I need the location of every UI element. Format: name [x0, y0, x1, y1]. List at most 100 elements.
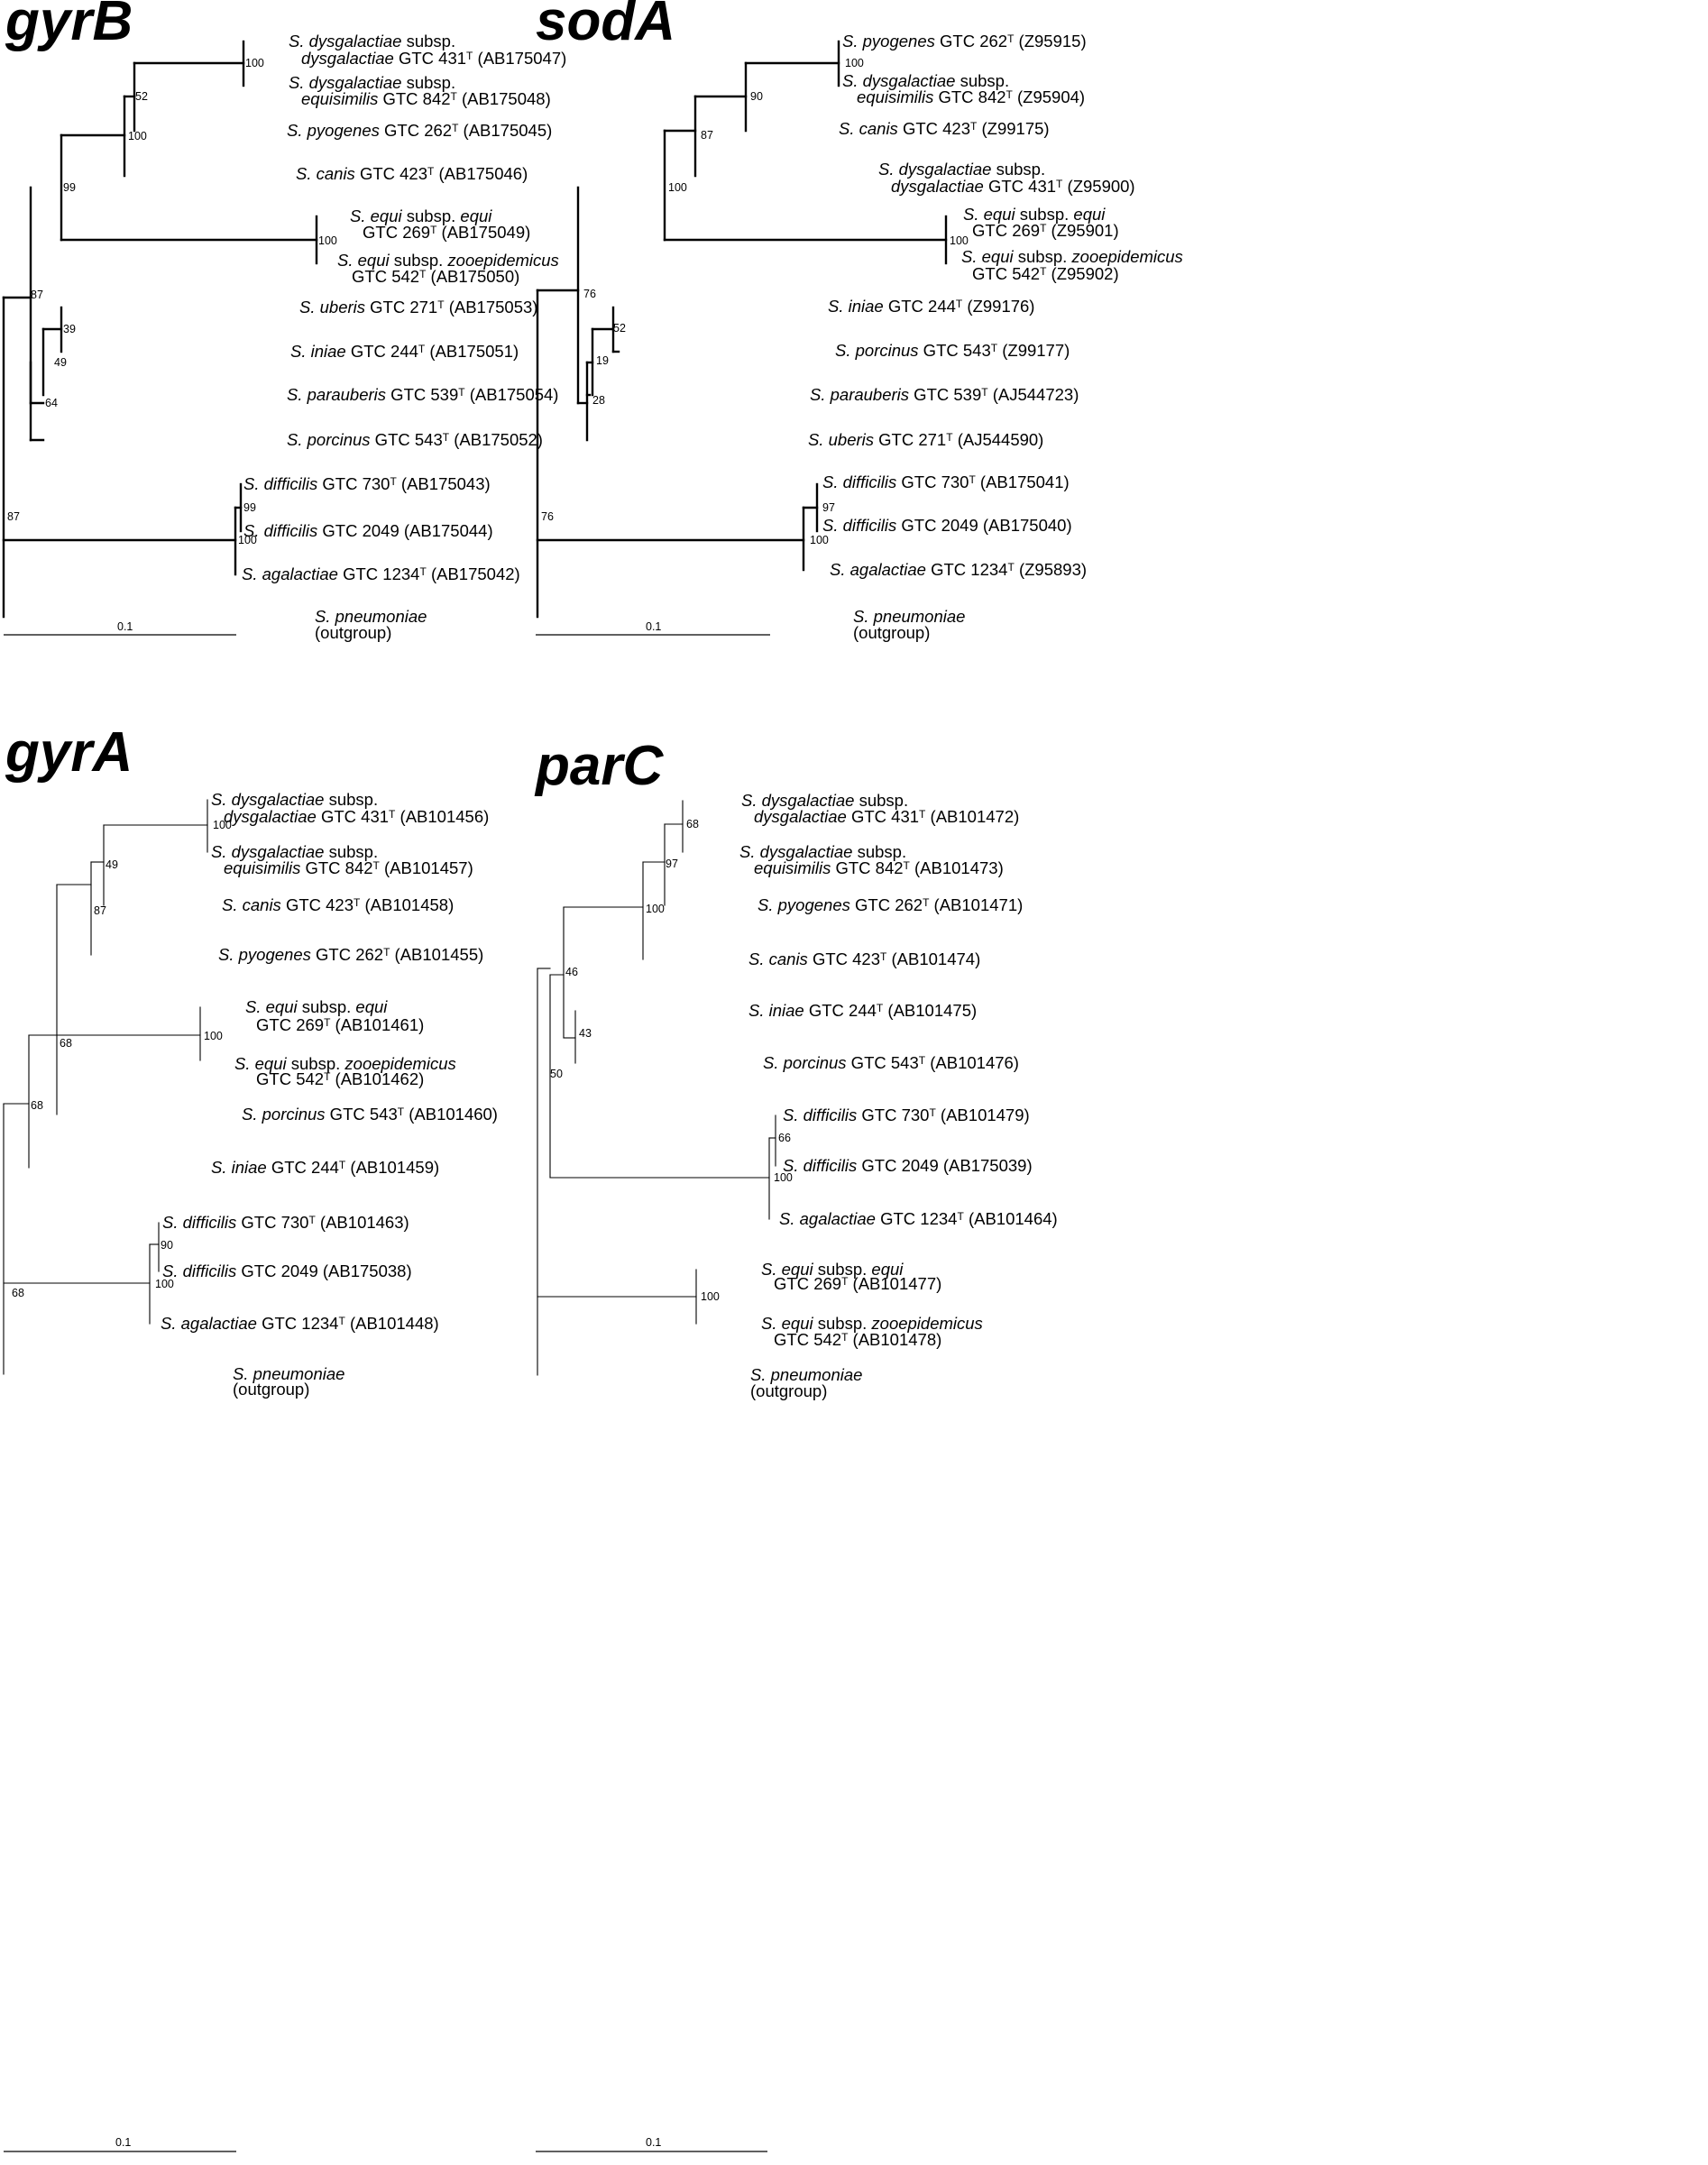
- taxon-label-line2: GTC 269T (AB101461): [256, 1015, 424, 1034]
- bootstrap-value: 100: [155, 1278, 174, 1290]
- bootstrap-value: 49: [106, 858, 118, 871]
- bootstrap-value: 100: [245, 57, 264, 69]
- taxon-label: S. agalactiae GTC 1234T (Z95893): [830, 560, 1087, 579]
- taxon-label-line2: GTC 542T (AB101478): [774, 1330, 941, 1349]
- taxon-label: S. porcinus GTC 543T (AB175052): [287, 430, 543, 449]
- taxon-label: S. equi subsp. equi: [963, 205, 1106, 224]
- bootstrap-value: 100: [646, 903, 665, 915]
- taxon-label: S. equi subsp. zooepidemicus: [337, 251, 559, 270]
- taxon-label-line2: equisimilis GTC 842T (AB175048): [301, 89, 551, 108]
- bootstrap-value: 50: [550, 1068, 563, 1080]
- taxon-label-line2: GTC 542T (Z95902): [972, 264, 1119, 283]
- bootstrap-value: 66: [778, 1132, 791, 1144]
- bootstrap-value: 100: [701, 1290, 720, 1303]
- bootstrap-value: 99: [63, 181, 76, 194]
- taxon-label: S. parauberis GTC 539T (AB175054): [287, 385, 558, 404]
- taxon-label: S. pyogenes GTC 262T (Z95915): [842, 32, 1087, 50]
- bootstrap-value: 100: [318, 234, 337, 247]
- bootstrap-value: 100: [213, 819, 232, 831]
- taxon-label-line2: equisimilis GTC 842T (AB101457): [224, 858, 473, 877]
- taxon-label: S. iniae GTC 244T (AB175051): [290, 342, 519, 361]
- taxon-label-line2: (outgroup): [853, 623, 930, 642]
- taxon-label: S. agalactiae GTC 1234T (AB101448): [161, 1314, 439, 1333]
- bootstrap-value: 100: [204, 1030, 223, 1042]
- bootstrap-value: 64: [45, 397, 58, 409]
- bootstrap-value: 97: [822, 501, 835, 514]
- bootstrap-value: 19: [596, 354, 609, 367]
- taxon-label: S. uberis GTC 271T (AJ544590): [808, 430, 1043, 449]
- taxon-label: S. equi subsp. equi: [245, 997, 388, 1016]
- taxon-label-line2: dysgalactiae GTC 431T (Z95900): [891, 177, 1135, 196]
- scale-bar-label: 0.1: [115, 2136, 131, 2149]
- taxon-label: S. equi subsp. equi: [761, 1260, 904, 1279]
- taxon-label: S. dysgalactiae subsp.: [739, 842, 906, 861]
- taxon-label-line2: (outgroup): [750, 1381, 827, 1400]
- gyrB-tree-panel: gyrB S. dysgalactiae subsp.dysgalactiae G…: [2, 0, 566, 642]
- taxon-label: S. equi subsp. equi: [350, 206, 492, 225]
- taxon-label: S. dysgalactiae subsp.: [289, 73, 455, 92]
- bootstrap-value: 87: [701, 129, 713, 142]
- bootstrap-value: 76: [541, 510, 554, 523]
- taxon-label-line2: dysgalactiae GTC 431T (AB175047): [301, 49, 566, 68]
- taxon-label: S. porcinus GTC 543T (AB101476): [763, 1053, 1019, 1072]
- taxon-label: S. pyogenes GTC 262T (AB175045): [287, 121, 552, 140]
- taxon-label: S. difficilis GTC 2049 (AB175039): [783, 1156, 1033, 1175]
- scale-bar-label: 0.1: [117, 620, 133, 633]
- taxon-label: S. dysgalactiae subsp.: [211, 842, 378, 861]
- taxon-label: S. difficilis GTC 2049 (AB175044): [243, 521, 493, 540]
- taxon-label: S. canis GTC 423T (Z99175): [839, 119, 1050, 138]
- bootstrap-value: 68: [60, 1037, 72, 1050]
- taxon-label: S. iniae GTC 244T (Z99176): [828, 297, 1034, 316]
- taxon-label: S. pneumoniae: [233, 1364, 344, 1383]
- taxon-label: S. dysgalactiae subsp.: [211, 790, 378, 809]
- taxon-label: S. uberis GTC 271T (AB175053): [299, 298, 537, 316]
- scale-bar-label: 0.1: [646, 2136, 661, 2149]
- taxon-label: S. agalactiae GTC 1234T (AB175042): [242, 564, 520, 583]
- taxon-label-line2: GTC 269T (Z95901): [972, 221, 1119, 240]
- taxon-label-line2: (outgroup): [233, 1380, 309, 1399]
- taxon-label: S. pneumoniae: [315, 607, 427, 626]
- taxon-label: S. difficilis GTC 2049 (AB175038): [162, 1261, 412, 1280]
- bootstrap-value: 87: [94, 904, 106, 917]
- taxon-label: S. porcinus GTC 543T (Z99177): [835, 341, 1070, 360]
- bootstrap-value: 100: [238, 534, 257, 546]
- bootstrap-value: 100: [810, 534, 829, 546]
- taxon-label: S. dysgalactiae subsp.: [741, 791, 908, 810]
- taxon-label-line2: equisimilis GTC 842T (AB101473): [754, 858, 1004, 877]
- taxon-label: S. difficilis GTC 730T (AB101479): [783, 1105, 1030, 1124]
- taxon-label: S. dysgalactiae subsp.: [289, 32, 455, 50]
- bootstrap-value: 90: [161, 1239, 173, 1252]
- sodA-tree-panel: sodA S. pyogenes GTC 262T (Z95915) S. dysg…: [536, 0, 1183, 642]
- taxon-label: S. dysgalactiae subsp.: [842, 71, 1009, 90]
- gene-title: gyrA: [5, 721, 133, 784]
- bootstrap-value: 87: [7, 510, 20, 523]
- bootstrap-value: 68: [31, 1099, 43, 1112]
- bootstrap-value: 100: [774, 1171, 793, 1184]
- bootstrap-value: 68: [686, 818, 699, 830]
- taxon-label: S. iniae GTC 244T (AB101459): [211, 1158, 439, 1177]
- taxon-label: S. pneumoniae: [750, 1365, 862, 1384]
- taxon-label-line2: dysgalactiae GTC 431T (AB101456): [224, 807, 489, 826]
- bootstrap-value: 52: [613, 322, 626, 335]
- taxon-label: S. difficilis GTC 730T (AB101463): [162, 1213, 409, 1232]
- bootstrap-value: 46: [565, 966, 578, 978]
- taxon-label: S. difficilis GTC 730T (AB175041): [822, 472, 1070, 491]
- bootstrap-value: 87: [31, 289, 43, 301]
- bootstrap-value: 100: [950, 234, 969, 247]
- taxon-label-line2: equisimilis GTC 842T (Z95904): [857, 87, 1085, 106]
- taxon-label: S. porcinus GTC 543T (AB101460): [242, 1105, 498, 1124]
- taxon-label: S. pyogenes GTC 262T (AB101471): [758, 895, 1023, 914]
- gene-title: parC: [534, 735, 664, 797]
- bootstrap-value: 76: [583, 288, 596, 300]
- bootstrap-value: 28: [592, 394, 605, 407]
- taxon-label-line2: (outgroup): [315, 623, 391, 642]
- taxon-label-line2: dysgalactiae GTC 431T (AB101472): [754, 807, 1019, 826]
- taxon-label: S. agalactiae GTC 1234T (AB101464): [779, 1209, 1058, 1228]
- bootstrap-value: 49: [54, 356, 67, 369]
- taxon-label-line2: GTC 542T (AB175050): [352, 267, 519, 286]
- bootstrap-value: 68: [12, 1287, 24, 1299]
- taxon-label: S. canis GTC 423T (AB101458): [222, 895, 454, 914]
